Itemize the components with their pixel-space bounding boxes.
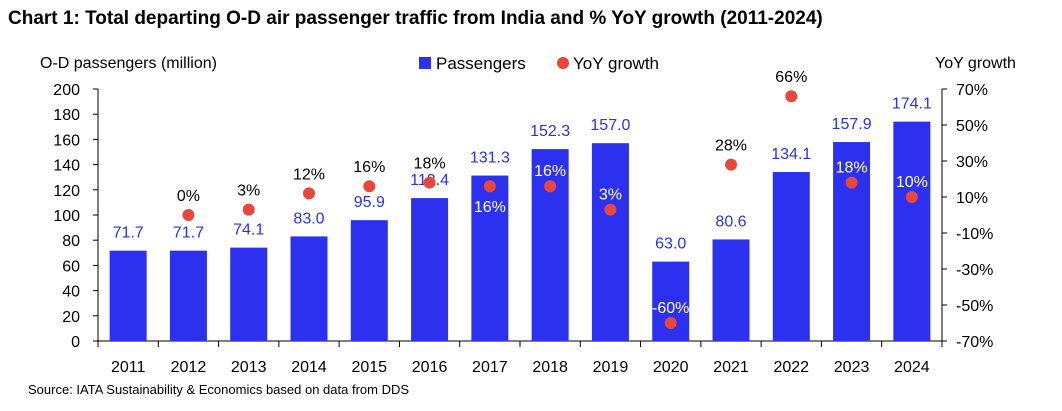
bar-value-label: 71.7 (113, 225, 144, 242)
x-tick-label: 2015 (351, 359, 387, 376)
bar-2012 (169, 250, 207, 341)
bar-value-label: 95.9 (354, 194, 385, 211)
x-tick-label: 2024 (894, 359, 930, 376)
growth-series (182, 90, 918, 329)
y2-tick-label: -10% (956, 226, 993, 243)
growth-value-label: 66% (775, 69, 807, 86)
bar-2024 (893, 121, 931, 341)
y2-tick-label: -30% (956, 262, 993, 279)
x-tick-label: 2013 (231, 359, 267, 376)
legend: Passengers YoY growth (419, 54, 659, 73)
y-tick-label: 160 (53, 132, 80, 149)
bar-value-label: 83.0 (293, 210, 324, 227)
growth-dot-2014 (303, 187, 315, 200)
growth-value-label: 16% (534, 163, 566, 180)
growth-dot-2021 (725, 158, 737, 171)
growth-value-label: 18% (836, 160, 868, 177)
growth-dot-2024 (905, 191, 918, 203)
bar-2023 (833, 142, 871, 341)
growth-value-label: 18% (414, 156, 446, 173)
growth-dot-2017 (483, 180, 496, 193)
y-tick-label: 180 (53, 107, 80, 124)
growth-value-label: 3% (599, 187, 622, 204)
y2-tick-label: 50% (956, 118, 988, 135)
y2-tick-label: 10% (956, 190, 988, 207)
x-tick-label: 2023 (834, 359, 870, 376)
growth-dot-2018 (544, 180, 557, 193)
bar-value-label: 63.0 (655, 236, 686, 253)
growth-dot-2015 (363, 180, 376, 193)
bar-2017 (471, 175, 509, 341)
bar-2022 (772, 172, 810, 341)
bar-labels: 71.771.774.183.095.9113.4131.3152.3157.0… (113, 96, 932, 253)
growth-dot-2013 (242, 203, 255, 216)
y-tick-label: 80 (62, 233, 80, 250)
y-tick-label: 0 (71, 334, 80, 351)
legend-marker-passengers (419, 57, 431, 69)
bar-2016 (411, 198, 449, 341)
bar-2021 (712, 239, 750, 341)
y2-tick-label: -70% (956, 334, 993, 351)
y-tick-label: 60 (62, 258, 80, 275)
legend-label-passengers: Passengers (436, 54, 526, 73)
bar-value-label: 157.0 (590, 117, 630, 134)
y-tick-label: 200 (53, 82, 80, 99)
growth-dot-2016 (423, 176, 436, 189)
growth-dot-2023 (845, 176, 858, 189)
x-tick-label: 2021 (713, 359, 749, 376)
growth-dot-2022 (785, 90, 798, 103)
y-tick-label: 40 (62, 284, 80, 301)
x-tick-label: 2020 (653, 359, 689, 376)
growth-dot-2019 (604, 203, 617, 216)
bar-value-label: 134.1 (771, 146, 811, 163)
bar-series (109, 121, 931, 341)
x-tick-label: 2017 (472, 359, 508, 376)
bar-value-label: 131.3 (470, 150, 510, 167)
x-tick-label: 2022 (773, 359, 809, 376)
growth-value-label: 12% (293, 166, 325, 183)
y-tick-label: 120 (53, 183, 80, 200)
bar-value-label: 71.7 (173, 225, 204, 242)
chart-title: Chart 1: Total departing O-D air passeng… (8, 8, 823, 29)
growth-value-label: -60% (652, 300, 689, 317)
growth-value-label: 3% (237, 183, 260, 200)
y2-tick-label: -50% (956, 298, 993, 315)
growth-value-label: 10% (896, 174, 928, 191)
growth-value-label: 28% (715, 138, 747, 155)
legend-marker-growth (557, 57, 569, 69)
y2-tick-label: 70% (956, 82, 988, 99)
x-tick-label: 2018 (532, 359, 568, 376)
bar-value-label: 174.1 (892, 96, 932, 113)
growth-value-label: 0% (177, 188, 200, 205)
x-tick-label: 2014 (291, 359, 327, 376)
x-tick-label: 2012 (171, 359, 207, 376)
bar-value-label: 80.6 (715, 213, 746, 230)
bar-value-label: 157.9 (832, 116, 872, 133)
y-tick-label: 20 (62, 309, 80, 326)
growth-dot-2020 (664, 317, 677, 329)
x-tick-label: 2019 (593, 359, 629, 376)
bar-2013 (230, 247, 268, 341)
growth-labels: 0% 3% 12% 16% 18% 16% 16% 3% -60% 28% 66% 18% 10% (177, 69, 928, 317)
bar-2014 (290, 236, 328, 341)
x-tick-label: 2016 (412, 359, 448, 376)
growth-value-label: 16% (474, 199, 506, 216)
bar-2011 (109, 250, 147, 341)
legend-label-growth: YoY growth (573, 54, 659, 73)
axes: 0 20 40 60 80 100 120 140 160 180 200 -70% -50% -30% -… (40, 55, 1016, 376)
x-tick-label: 2011 (111, 359, 146, 376)
y2-tick-label: 30% (956, 154, 988, 171)
y-tick-label: 140 (53, 158, 80, 175)
bar-2015 (350, 220, 388, 341)
bar-value-label: 152.3 (530, 123, 570, 140)
growth-value-label: 16% (353, 159, 385, 176)
y-axis-title: O-D passengers (million) (40, 55, 217, 72)
bar-value-label: 74.1 (233, 222, 264, 239)
y-tick-label: 100 (53, 208, 80, 225)
y2-axis-title: YoY growth (935, 55, 1016, 72)
chart-source: Source: IATA Sustainability & Economics … (28, 382, 410, 397)
bar-2019 (591, 143, 629, 341)
growth-dot-2012 (182, 209, 195, 221)
